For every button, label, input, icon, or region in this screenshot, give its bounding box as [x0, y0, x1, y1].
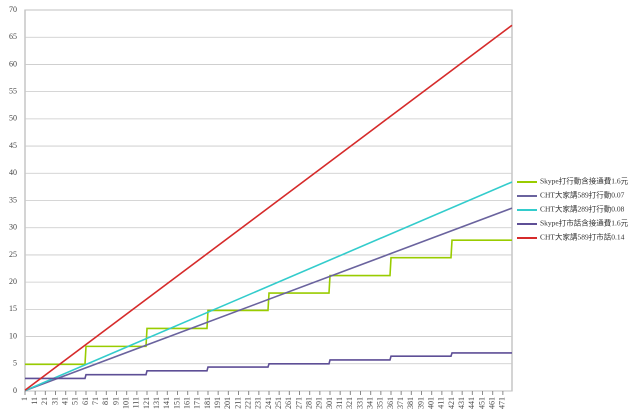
y-tick-label: 25 [9, 250, 17, 259]
x-tick-label: 231 [254, 397, 263, 409]
x-tick-label: 91 [111, 397, 120, 405]
x-tick-label: 131 [152, 397, 161, 409]
series-line [24, 207, 513, 392]
x-tick-label: 381 [406, 397, 415, 409]
series-line [25, 352, 512, 380]
x-tick-label: 351 [376, 397, 385, 409]
x-tick-label: 261 [284, 397, 293, 409]
y-tick-label: 20 [9, 277, 17, 286]
x-tick-label: 311 [335, 397, 344, 409]
x-tick-label: 121 [142, 397, 151, 409]
y-tick-label: 10 [9, 331, 17, 340]
x-tick-label: 471 [498, 397, 507, 409]
x-tick-label: 411 [437, 397, 446, 409]
y-tick-label: 30 [9, 223, 17, 232]
x-tick-label: 341 [366, 397, 375, 409]
x-tick-label: 81 [101, 397, 110, 405]
series-line [25, 239, 512, 366]
x-tick-label: 161 [183, 397, 192, 409]
x-tick-label: 1 [20, 397, 29, 401]
x-tick-label: 271 [294, 397, 303, 409]
x-tick-label: 171 [193, 397, 202, 409]
y-tick-label: 70 [9, 5, 17, 14]
x-tick-label: 431 [457, 397, 466, 409]
y-tick-label: 40 [9, 168, 17, 177]
legend-label: Skype打市話含接通費1.6元 [540, 218, 629, 228]
x-tick-label: 141 [162, 397, 171, 409]
x-tick-label: 331 [355, 397, 364, 409]
x-tick-label: 251 [274, 397, 283, 409]
x-tick-label: 211 [233, 397, 242, 409]
x-tick-label: 461 [488, 397, 497, 409]
legend-label: Skype打行動含接通費1.6元 [540, 176, 629, 186]
x-tick-label: 391 [416, 397, 425, 409]
series-line [24, 181, 513, 392]
x-tick-label: 101 [121, 397, 130, 409]
x-tick-label: 181 [203, 397, 212, 409]
x-tick-label: 291 [315, 397, 324, 409]
x-tick-label: 71 [91, 397, 100, 405]
x-tick-label: 361 [386, 397, 395, 409]
x-tick-label: 151 [172, 397, 181, 409]
x-tick-label: 421 [447, 397, 456, 409]
x-tick-label: 451 [477, 397, 486, 409]
x-tick-label: 301 [325, 397, 334, 409]
y-tick-label: 35 [9, 195, 17, 204]
y-tick-label: 55 [9, 86, 17, 95]
x-tick-label: 281 [305, 397, 314, 409]
y-tick-label: 15 [9, 304, 17, 313]
y-tick-label: 60 [9, 59, 17, 68]
y-tick-label: 5 [13, 359, 17, 368]
legend-label: CHT大家講289打行動0.08 [540, 204, 625, 214]
y-tick-label: 0 [13, 386, 17, 395]
y-tick-label: 65 [9, 32, 17, 41]
legend-label: CHT大家講589打市話0.14 [540, 232, 625, 242]
x-tick-label: 191 [213, 397, 222, 409]
x-tick-label: 111 [132, 397, 141, 408]
x-tick-label: 241 [264, 397, 273, 409]
x-tick-label: 401 [427, 397, 436, 409]
x-tick-label: 21 [40, 397, 49, 405]
x-tick-label: 371 [396, 397, 405, 409]
x-tick-label: 321 [345, 397, 354, 409]
y-tick-label: 50 [9, 114, 17, 123]
x-tick-label: 61 [81, 397, 90, 405]
x-tick-label: 441 [467, 397, 476, 409]
x-tick-label: 41 [60, 397, 69, 405]
x-tick-label: 201 [223, 397, 232, 409]
y-tick-label: 45 [9, 141, 17, 150]
x-tick-label: 11 [30, 397, 39, 405]
x-tick-label: 221 [244, 397, 253, 409]
x-tick-label: 31 [50, 397, 59, 405]
legend-label: CHT大家講589打行動0.07 [540, 190, 625, 200]
x-tick-label: 51 [71, 397, 80, 405]
series-line [24, 24, 513, 391]
